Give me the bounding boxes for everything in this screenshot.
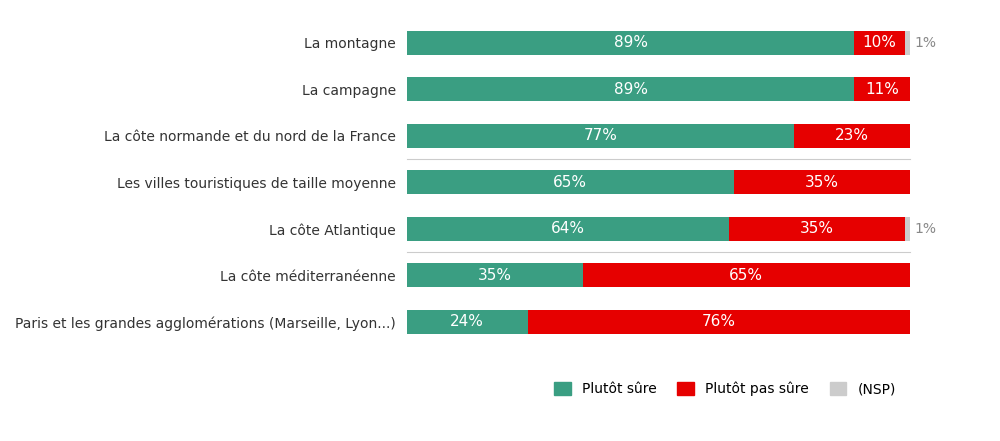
Bar: [407, 217, 729, 241]
Bar: [407, 77, 854, 101]
Bar: [734, 170, 910, 194]
Bar: [905, 217, 910, 241]
Legend: Plutôt sûre, Plutôt pas sûre, (NSP): Plutôt sûre, Plutôt pas sûre, (NSP): [547, 375, 903, 403]
Text: 76%: 76%: [702, 314, 736, 329]
Bar: [729, 217, 905, 241]
Bar: [794, 124, 910, 148]
Text: 23%: 23%: [835, 128, 869, 143]
Text: 24%: 24%: [450, 314, 484, 329]
Bar: [407, 263, 583, 288]
Text: 89%: 89%: [614, 82, 648, 97]
Bar: [583, 263, 910, 288]
Bar: [854, 31, 905, 55]
Text: 89%: 89%: [614, 35, 648, 50]
Bar: [528, 310, 910, 334]
Text: 35%: 35%: [805, 175, 839, 190]
Text: 1%: 1%: [915, 36, 937, 50]
Bar: [905, 31, 910, 55]
Bar: [407, 310, 528, 334]
Text: 77%: 77%: [583, 128, 617, 143]
Text: 65%: 65%: [729, 268, 763, 283]
Text: 65%: 65%: [553, 175, 587, 190]
Bar: [407, 31, 854, 55]
Text: 35%: 35%: [800, 221, 834, 236]
Text: 64%: 64%: [551, 221, 585, 236]
Text: 35%: 35%: [478, 268, 512, 283]
Bar: [407, 170, 734, 194]
Bar: [854, 77, 910, 101]
Text: 11%: 11%: [865, 82, 899, 97]
Text: 1%: 1%: [915, 222, 937, 236]
Bar: [407, 124, 794, 148]
Text: 10%: 10%: [862, 35, 896, 50]
